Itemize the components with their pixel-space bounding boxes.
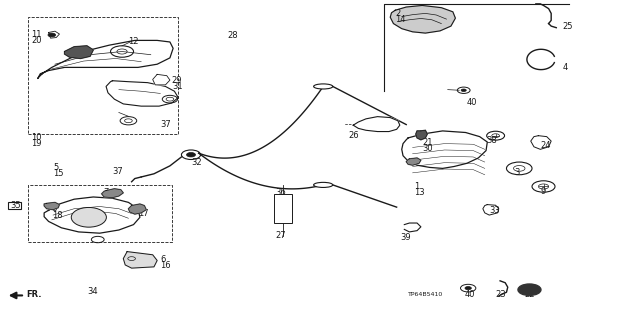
Text: 28: 28 <box>227 31 238 40</box>
Text: 12: 12 <box>129 38 139 47</box>
Polygon shape <box>531 136 551 149</box>
Polygon shape <box>65 46 93 58</box>
Circle shape <box>186 152 195 157</box>
Polygon shape <box>353 117 400 131</box>
Text: TP64B5410: TP64B5410 <box>408 292 444 297</box>
Text: 29: 29 <box>172 76 182 85</box>
Text: 1: 1 <box>415 182 420 191</box>
Ellipse shape <box>314 182 333 188</box>
Text: 36: 36 <box>275 188 286 197</box>
Polygon shape <box>106 81 178 106</box>
Polygon shape <box>102 189 124 197</box>
Text: 31: 31 <box>172 82 182 91</box>
Text: 19: 19 <box>31 139 42 148</box>
Circle shape <box>465 286 471 290</box>
Polygon shape <box>406 158 421 165</box>
Polygon shape <box>44 202 60 210</box>
Text: 38: 38 <box>486 136 497 145</box>
Circle shape <box>48 33 56 37</box>
Ellipse shape <box>71 207 106 227</box>
Text: 6: 6 <box>161 255 166 264</box>
Text: 37: 37 <box>113 167 124 176</box>
Polygon shape <box>124 252 157 268</box>
Text: 32: 32 <box>191 158 202 167</box>
Text: 10: 10 <box>31 133 42 142</box>
Text: 20: 20 <box>31 36 42 45</box>
Text: 37: 37 <box>161 120 171 129</box>
Text: 39: 39 <box>400 233 410 242</box>
Text: 22: 22 <box>524 290 535 299</box>
Text: 33: 33 <box>489 206 500 215</box>
Circle shape <box>461 89 467 92</box>
Text: FR.: FR. <box>26 290 42 299</box>
Text: 18: 18 <box>52 211 63 219</box>
Polygon shape <box>390 5 456 33</box>
Text: 16: 16 <box>161 261 171 271</box>
Text: 26: 26 <box>349 131 360 140</box>
Text: 23: 23 <box>495 290 506 299</box>
Text: 9: 9 <box>540 187 545 196</box>
Text: 4: 4 <box>563 63 568 72</box>
Text: 3: 3 <box>515 168 520 177</box>
Text: 40: 40 <box>467 98 477 107</box>
Text: 15: 15 <box>53 169 63 178</box>
Bar <box>28 17 178 134</box>
Text: 7: 7 <box>103 188 108 197</box>
Bar <box>274 195 292 223</box>
Text: 2: 2 <box>396 9 401 18</box>
Text: 35: 35 <box>10 201 21 210</box>
Polygon shape <box>390 5 456 33</box>
Polygon shape <box>44 197 140 233</box>
Bar <box>28 185 172 242</box>
Text: 34: 34 <box>87 287 97 296</box>
Text: 8: 8 <box>52 204 57 213</box>
Text: 25: 25 <box>563 22 573 31</box>
Text: 14: 14 <box>396 15 406 24</box>
Polygon shape <box>416 130 428 140</box>
Text: 21: 21 <box>422 137 433 146</box>
Text: 11: 11 <box>31 30 42 39</box>
Polygon shape <box>402 131 487 168</box>
Text: 5: 5 <box>53 163 58 172</box>
Polygon shape <box>38 41 173 78</box>
Bar <box>8 202 21 209</box>
Ellipse shape <box>314 84 333 89</box>
Text: 24: 24 <box>540 141 551 150</box>
Text: 17: 17 <box>138 209 148 218</box>
Polygon shape <box>483 204 499 215</box>
Text: 30: 30 <box>422 144 433 153</box>
Polygon shape <box>129 204 147 214</box>
Circle shape <box>518 284 541 295</box>
Text: 27: 27 <box>275 231 286 240</box>
Text: 13: 13 <box>415 188 425 197</box>
Text: 40: 40 <box>465 290 475 299</box>
Polygon shape <box>153 74 170 85</box>
